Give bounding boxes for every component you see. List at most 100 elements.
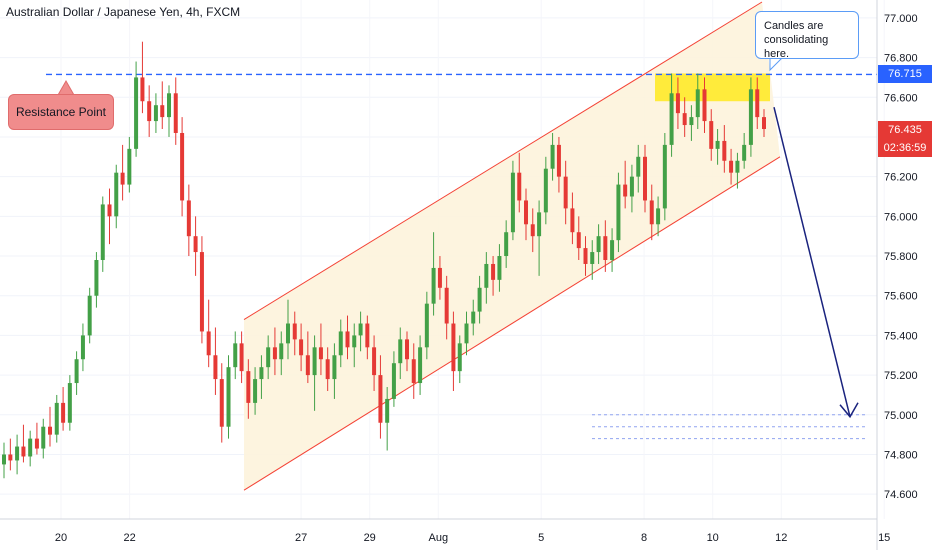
candle-body: [167, 93, 172, 118]
y-tick-label: 74.800: [884, 449, 918, 461]
candle-body: [504, 232, 509, 257]
candle-body: [160, 105, 165, 118]
candle-body: [318, 347, 323, 360]
candle-body: [226, 367, 231, 427]
candle-body: [550, 144, 555, 169]
candle-body: [253, 379, 258, 403]
candle-body: [477, 287, 482, 312]
candle-body: [596, 236, 601, 253]
candle-body: [199, 252, 204, 332]
candle-body: [100, 204, 105, 260]
candle-body: [556, 144, 561, 177]
candle-body: [405, 339, 410, 360]
candle-body: [398, 339, 403, 364]
candle-body: [510, 172, 515, 233]
candle-body: [213, 355, 218, 380]
y-tick-label: 75.600: [884, 291, 918, 303]
candle-body: [15, 446, 20, 461]
y-tick-label: 75.800: [884, 251, 918, 263]
candle-body: [702, 89, 707, 122]
candle-body: [437, 267, 442, 288]
candle-body: [193, 236, 198, 253]
candle-body: [186, 200, 191, 237]
candle-body: [491, 263, 496, 280]
candle-body: [2, 454, 6, 465]
candle-body: [603, 236, 608, 260]
consolidation-note[interactable]: Candles are consolidating here.: [755, 11, 859, 60]
candle-body: [325, 359, 330, 380]
candles: [2, 41, 766, 479]
candle-body: [332, 355, 337, 380]
candle-body: [219, 379, 224, 427]
candle-body: [87, 295, 92, 336]
candle-body: [643, 156, 648, 201]
candle-body: [576, 232, 581, 249]
x-tick-label: 20: [55, 532, 67, 544]
candle-body: [299, 339, 304, 356]
candle-body: [451, 323, 456, 372]
candle-body: [246, 371, 251, 403]
x-tick-label: Aug: [429, 532, 449, 544]
candle-body: [206, 331, 211, 356]
x-tick-label: 27: [295, 532, 307, 544]
candle-body: [669, 93, 674, 145]
candle-body: [41, 426, 46, 449]
candle-body: [682, 113, 687, 126]
candle-body: [80, 335, 85, 360]
candle-body: [497, 256, 502, 280]
candle-body: [709, 121, 714, 149]
channel-fill: [244, 2, 780, 491]
y-tick-label: 74.600: [884, 489, 918, 501]
candle-body: [689, 117, 694, 126]
candle-body: [21, 446, 26, 457]
candle-body: [266, 347, 271, 368]
candle-body: [74, 359, 79, 384]
candle-body: [173, 93, 178, 133]
candle-body: [8, 454, 13, 461]
candle-body: [378, 375, 383, 423]
candle-body: [239, 343, 244, 372]
candle-body: [147, 101, 152, 122]
candle-body: [649, 200, 654, 225]
projection-arrow: [773, 107, 859, 419]
candle-body: [570, 208, 575, 233]
candle-body: [127, 148, 132, 185]
candle-body: [54, 402, 59, 435]
candle-body: [729, 160, 734, 173]
candle-body: [722, 140, 727, 161]
candle-body: [742, 144, 747, 161]
candle-body: [675, 93, 680, 114]
x-tick-label: 10: [707, 532, 719, 544]
projection-arrow-head: [839, 402, 859, 419]
candle-body: [583, 248, 588, 264]
candle-body: [623, 184, 628, 197]
candle-body: [662, 144, 667, 209]
resistance-callout[interactable]: Resistance Point: [8, 94, 114, 130]
candle-body: [312, 347, 317, 376]
candle-body: [358, 323, 363, 336]
candle-body: [735, 160, 740, 173]
x-tick-label: 5: [538, 532, 544, 544]
candle-body: [524, 200, 529, 225]
resistance-price-badge: 76.715: [878, 65, 932, 84]
candle-body: [180, 132, 185, 201]
chart-title: Australian Dollar / Japanese Yen, 4h, FX…: [6, 5, 241, 19]
candle-body: [543, 168, 548, 213]
y-tick-label: 76.800: [884, 53, 918, 65]
candle-body: [517, 172, 522, 201]
candle-body: [748, 89, 753, 145]
candle-body: [464, 323, 469, 344]
x-tick-label: 29: [364, 532, 376, 544]
y-tick-label: 76.600: [884, 92, 918, 104]
candle-body: [537, 212, 542, 237]
candle-body: [610, 240, 615, 260]
projection-arrow-line: [773, 107, 851, 417]
candle-body: [629, 176, 634, 197]
y-tick-label: 77.000: [884, 13, 918, 25]
candle-body: [372, 347, 377, 376]
y-tick-label: 75.400: [884, 330, 918, 342]
candle-body: [695, 89, 700, 118]
candle-body: [114, 172, 119, 217]
